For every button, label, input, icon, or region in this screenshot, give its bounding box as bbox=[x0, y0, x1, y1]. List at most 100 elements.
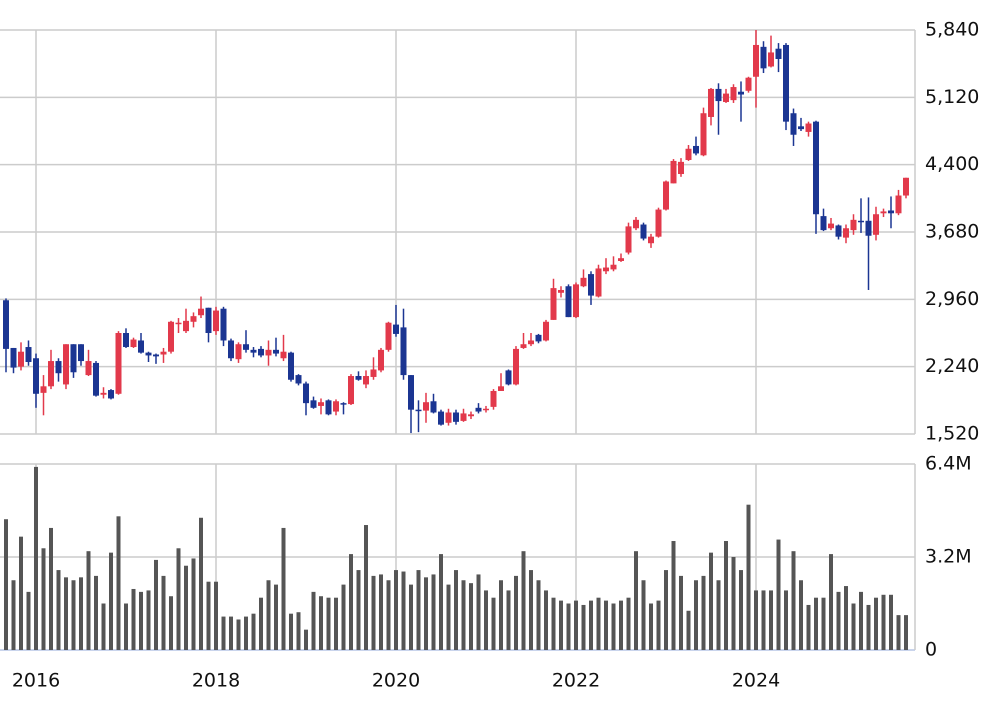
volume-bar bbox=[559, 600, 563, 650]
candle-body bbox=[723, 93, 729, 103]
candle-body bbox=[828, 223, 834, 229]
candle-body bbox=[528, 340, 534, 345]
candle-body bbox=[348, 376, 354, 405]
candle-body bbox=[558, 289, 564, 293]
volume-bar bbox=[649, 603, 653, 650]
y-tick-label: 0 bbox=[925, 639, 937, 661]
volume-bar bbox=[259, 597, 263, 650]
volume-bar bbox=[289, 613, 293, 650]
volume-bar bbox=[701, 575, 706, 650]
y-tick-label: 1,520 bbox=[925, 423, 979, 445]
volume-bar bbox=[356, 570, 361, 650]
candle-body bbox=[145, 352, 152, 356]
candle-body bbox=[130, 339, 137, 348]
candle-body bbox=[888, 210, 894, 214]
candle-body bbox=[385, 322, 392, 350]
volume-bar bbox=[679, 575, 683, 650]
volume-bar bbox=[859, 591, 863, 650]
volume-bar bbox=[641, 580, 646, 650]
volume-bar bbox=[101, 603, 106, 650]
candle-body bbox=[423, 402, 429, 411]
volume-bar bbox=[529, 570, 533, 650]
volume-bar bbox=[439, 554, 443, 650]
candle-body bbox=[498, 386, 504, 391]
volume-bar bbox=[551, 597, 556, 650]
volume-bar bbox=[514, 575, 518, 650]
volume-bar bbox=[896, 615, 901, 650]
candle-body bbox=[513, 348, 519, 385]
y-tick-label: 3,680 bbox=[925, 221, 979, 243]
x-tick-label: 2024 bbox=[732, 670, 780, 692]
candle-body bbox=[160, 351, 167, 355]
volume-bar bbox=[379, 574, 383, 650]
volume-bar bbox=[656, 600, 661, 650]
candle-body bbox=[25, 347, 32, 362]
volume-bar bbox=[604, 600, 608, 650]
volume-bar bbox=[814, 597, 818, 650]
candle-body bbox=[18, 351, 24, 367]
candle-body bbox=[415, 409, 422, 412]
volume-bar bbox=[566, 603, 571, 650]
volume-bar bbox=[739, 570, 743, 650]
candle-body bbox=[663, 181, 669, 210]
volume-bar bbox=[626, 597, 631, 650]
volume-bar bbox=[251, 613, 256, 650]
volume-bar bbox=[611, 603, 616, 650]
candle-body bbox=[280, 351, 287, 359]
volume-bar bbox=[581, 604, 586, 650]
candle-body bbox=[903, 177, 909, 196]
volume-bar bbox=[829, 554, 833, 650]
y-tick-label: 6.4M bbox=[925, 453, 972, 475]
volume-bar bbox=[461, 580, 466, 650]
volume-bar bbox=[806, 604, 811, 650]
candle-body bbox=[370, 369, 377, 377]
candle-body bbox=[295, 375, 302, 384]
candle-body bbox=[475, 407, 482, 412]
candle-body bbox=[48, 361, 54, 387]
candle-body bbox=[258, 348, 264, 356]
candle-body bbox=[805, 123, 812, 132]
candle-body bbox=[363, 376, 369, 385]
volume-bar bbox=[184, 565, 188, 650]
candle-body bbox=[85, 361, 92, 376]
candle-body bbox=[813, 121, 819, 215]
candle-body bbox=[108, 390, 114, 399]
candle-body bbox=[618, 258, 624, 261]
volume-bar bbox=[206, 581, 211, 650]
candle-body bbox=[378, 349, 384, 371]
volume-bar bbox=[484, 590, 488, 650]
volume-bar bbox=[154, 559, 158, 650]
volume-bar bbox=[431, 574, 436, 650]
candle-body bbox=[40, 386, 47, 393]
volume-bar bbox=[371, 575, 376, 650]
volume-bar bbox=[281, 527, 286, 650]
candle-body bbox=[588, 274, 594, 296]
volume-bar bbox=[866, 604, 871, 650]
candle-body bbox=[153, 354, 159, 357]
candle-body bbox=[340, 403, 347, 405]
candle-body bbox=[190, 316, 197, 322]
candle-body bbox=[655, 209, 662, 237]
volume-bar bbox=[169, 596, 173, 650]
volume-bar bbox=[791, 551, 796, 650]
candle-body bbox=[595, 268, 602, 297]
volume-bar bbox=[274, 584, 278, 650]
candle-body bbox=[865, 220, 872, 236]
volume-bar bbox=[71, 580, 76, 650]
volume-bar bbox=[364, 525, 368, 650]
volume-bar bbox=[844, 586, 848, 650]
volume-bar bbox=[56, 570, 61, 650]
y-tick-label: 5,840 bbox=[925, 19, 979, 41]
candle-body bbox=[205, 307, 212, 333]
volume-bar bbox=[836, 591, 841, 650]
volume-bar bbox=[506, 590, 511, 650]
candle-body bbox=[393, 324, 399, 334]
candle-body bbox=[198, 308, 204, 316]
volume-bar bbox=[221, 616, 226, 650]
candle-body bbox=[453, 412, 459, 422]
volume-bar bbox=[536, 580, 541, 650]
volume-bar bbox=[26, 591, 31, 650]
candle-body bbox=[213, 310, 219, 332]
candle-body bbox=[693, 145, 699, 154]
